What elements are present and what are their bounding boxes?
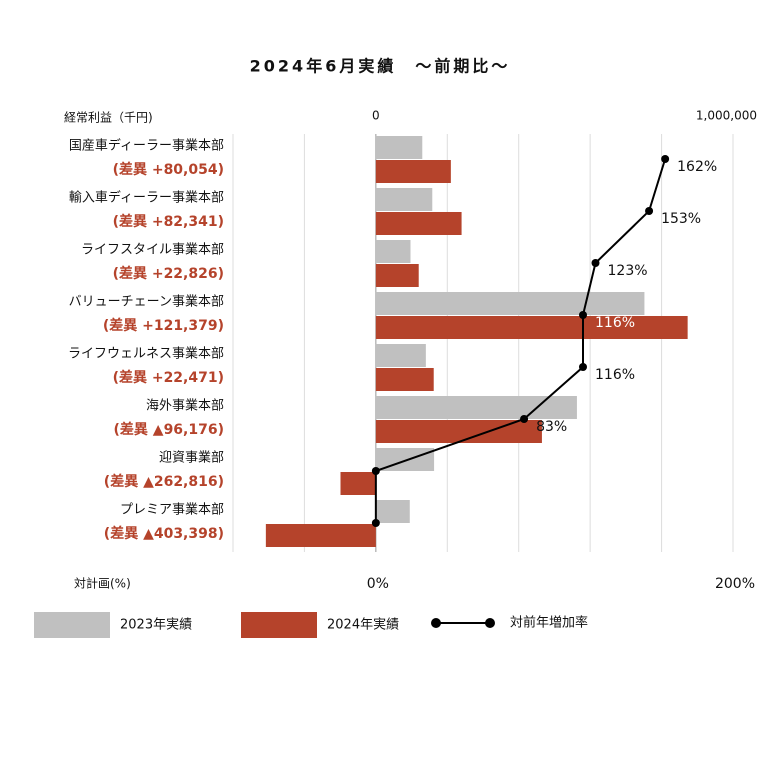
category-note: (差異 +22,471) [113, 369, 224, 386]
bar [340, 472, 376, 495]
bar [265, 524, 376, 547]
rate-label: 83% [536, 419, 567, 435]
rate-label: 123% [608, 263, 648, 279]
legend-swatch [241, 612, 317, 638]
bar [375, 368, 434, 391]
legend-dot [485, 618, 495, 628]
category-note: (差異 ▲96,176) [114, 421, 224, 438]
legend-label: 対前年増加率 [510, 615, 588, 631]
x-tick-label: 1,000,000 [696, 109, 757, 123]
rate-point [579, 363, 587, 371]
rate-point [579, 311, 587, 319]
category-note: (差異 ▲262,816) [104, 473, 224, 490]
bar [375, 188, 433, 211]
legend-swatch [34, 612, 110, 638]
x-tick-label: 0 [372, 109, 380, 123]
category-note: (差異 ▲403,398) [104, 525, 224, 542]
x2-axis-label: 対計画(%) [74, 576, 131, 591]
x2-tick-label: 0% [367, 576, 389, 592]
rate-point [520, 415, 529, 423]
rate-line [374, 158, 667, 523]
rate-point [371, 519, 380, 527]
rate-point [371, 467, 380, 475]
category-label: プレミア事業本部 [120, 502, 224, 518]
category-label: ライフウェルネス事業本部 [68, 346, 224, 362]
x2-tick-label: 200% [715, 576, 755, 592]
bar [375, 344, 426, 367]
legend-label: 2023年実績 [120, 617, 192, 633]
bar [375, 396, 577, 419]
bar [375, 136, 423, 159]
bar [375, 316, 688, 339]
bar [375, 264, 419, 287]
category-label: 国産車ディーラー事業本部 [69, 138, 224, 154]
rate-point [645, 207, 654, 215]
rate-label: 116% [595, 315, 635, 331]
category-label: ライフスタイル事業本部 [81, 242, 224, 258]
bar [375, 212, 462, 235]
bar [375, 500, 410, 523]
bar [375, 240, 411, 263]
bar [375, 420, 542, 443]
bar [375, 160, 451, 183]
chart-title: 2024年6月実績 ～前期比～ [250, 57, 511, 76]
x-axis-label: 経常利益（千円) [64, 111, 153, 125]
category-note: (差異 +22,826) [113, 265, 224, 282]
rate-point [661, 155, 670, 163]
category-label: 輸入車ディーラー事業本部 [69, 190, 224, 206]
category-label: 海外事業本部 [146, 398, 224, 414]
legend-label: 2024年実績 [327, 617, 399, 633]
bar [375, 292, 645, 315]
rate-point [591, 259, 600, 267]
rate-label: 162% [677, 159, 717, 175]
category-label: 迎資事業部 [159, 450, 224, 466]
legend-dot [431, 618, 441, 628]
rate-label: 153% [661, 211, 701, 227]
category-note: (差異 +82,341) [113, 213, 224, 230]
category-label: バリューチェーン事業本部 [69, 294, 224, 310]
category-note: (差異 +121,379) [103, 317, 224, 334]
rate-label: 116% [595, 367, 635, 383]
category-note: (差異 +80,054) [113, 161, 224, 178]
